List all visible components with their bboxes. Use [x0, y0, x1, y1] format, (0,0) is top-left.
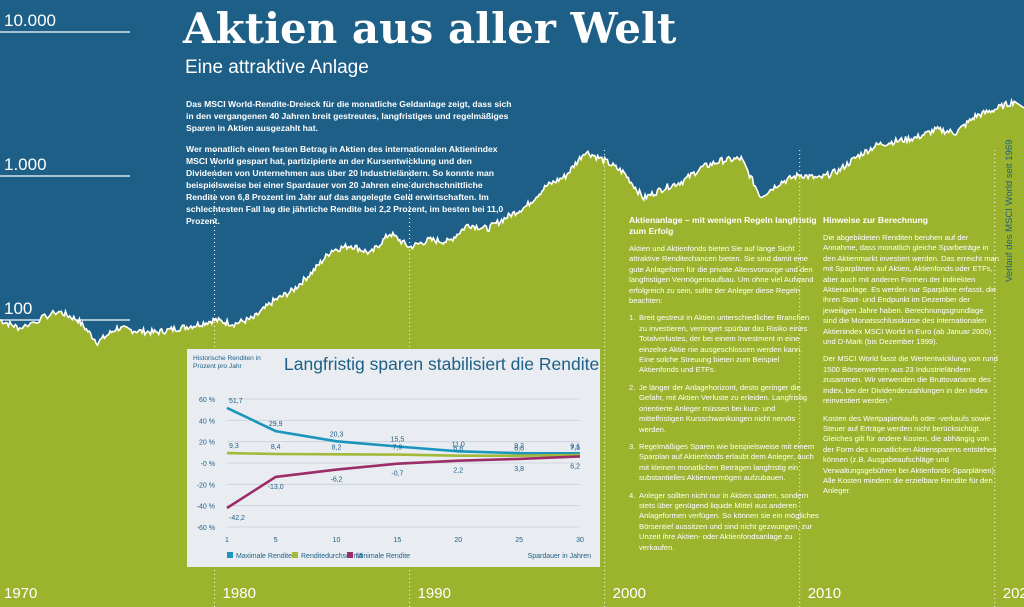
rule-text: Breit gestreut in Aktien unterschiedlich… [639, 313, 810, 375]
msci-world-line [0, 97, 1024, 347]
y-tick-label: -0 % [201, 461, 215, 468]
x-tick-label: 15 [394, 537, 402, 544]
y-tick-label: 1.000 [4, 155, 47, 174]
x-tick-label: 20 [454, 537, 462, 544]
rule-number: 4. [629, 490, 636, 500]
rules-lead: Aktien und Aktienfonds bieten Sie auf la… [629, 244, 814, 306]
y-tick-label: 10.000 [4, 11, 56, 30]
x-tick-label: 25 [515, 537, 523, 544]
y-tick-label: 60 % [199, 397, 215, 404]
calculation-notes-column: Hinweise zur Berechnung Die abgebildeten… [823, 215, 999, 504]
intro-text: Das MSCI World-Rendite-Dreieck für die m… [186, 98, 516, 236]
data-label: 9,2 [514, 443, 524, 450]
rules-heading: Aktienanlage – mit wenigen Regeln langfr… [629, 215, 817, 236]
data-label: 8,4 [271, 444, 281, 451]
intro-paragraph-1: Das MSCI World-Rendite-Dreieck für die m… [186, 99, 512, 133]
legend-label: Maximale Rendite [236, 553, 292, 560]
side-label: Verlauf des MSCI World seit 1969 [1004, 102, 1018, 282]
data-label: 15,5 [391, 436, 405, 443]
x-axis-label: Spardauer in Jahren [528, 553, 592, 560]
y-tick-label: -20 % [197, 482, 215, 489]
calculation-notes-heading: Hinweise zur Berechnung [823, 215, 929, 225]
data-label: 8,2 [332, 444, 342, 451]
legend-swatch [292, 552, 298, 558]
calculation-notes-paragraph-3: Kosten des Wertpapierkaufs oder -verkauf… [823, 413, 997, 496]
rule-text: Je länger der Anlagehorizont, desto geri… [639, 382, 807, 434]
data-label: -13,0 [268, 484, 284, 491]
x-tick-label: 2000 [612, 585, 647, 602]
page-subtitle: Eine attraktive Anlage [185, 57, 369, 78]
intro-paragraph-2: Wer monatlich einen festen Betrag in Akt… [186, 144, 504, 226]
data-label: 7,5 [570, 445, 580, 452]
legend-label: Minimale Rendite [356, 553, 410, 560]
x-tick-label: 2010 [807, 585, 842, 602]
data-label: 29,9 [269, 421, 283, 428]
rule-text: Anleger sollten nicht nur in Aktien spar… [639, 490, 819, 552]
x-tick-label: 1990 [417, 585, 451, 602]
data-label: 11,0 [452, 441, 465, 448]
rules-column: Aktienanlage – mit wenigen Regeln langfr… [629, 215, 819, 560]
data-label: 20,3 [330, 431, 344, 438]
data-label: 7,9 [393, 445, 403, 452]
data-label: 9,1 [570, 443, 580, 450]
data-label: 2,2 [453, 468, 463, 475]
data-label: 6,2 [570, 463, 580, 470]
x-tick-label: 1970 [4, 585, 38, 602]
page-title: Aktien aus aller Welt [183, 4, 677, 53]
side-label-text: Verlauf des MSCI World seit 1969 [1004, 139, 1015, 282]
x-tick-label: 1 [225, 537, 229, 544]
rule-number: 3. [629, 441, 636, 451]
legend-label: Renditedurchschnitt [301, 553, 363, 560]
rule-text: Regelmäßiges Sparen wie beispielsweise m… [639, 441, 815, 483]
return-chart: 60 %40 %20 %-0 %-20 %-40 %-60 % 1 5 10 15 20… [197, 397, 592, 560]
rule-item: 4. Anleger sollten nicht nur in Aktien sp… [629, 491, 819, 553]
series-line-2 [226, 455, 581, 510]
rule-item: 3. Regelmäßiges Sparen wie beispielsweise… [629, 442, 819, 484]
data-label: 9,3 [229, 443, 239, 450]
y-tick-label: -40 % [197, 504, 215, 511]
x-tick-label: 2020 [1002, 585, 1024, 602]
calculation-notes-paragraph-2: Der MSCI World fasst die Wertentwicklung… [823, 354, 998, 406]
return-triangle-chart-panel: 60 % 40 % 20 % -0 % -20 % -40 % -60 % 1 5 10 15 20… [187, 349, 600, 567]
data-label: 51,7 [229, 398, 243, 405]
x-tick-label: 5 [274, 537, 278, 544]
data-label: 6,8 [453, 446, 463, 453]
data-label: -42,2 [229, 515, 245, 522]
series-line-0 [226, 406, 581, 455]
legend-swatch [227, 552, 233, 558]
data-label: -6,2 [331, 477, 343, 484]
x-tick-label: 10 [333, 537, 341, 544]
series-line-1 [226, 451, 581, 457]
x-tick-label: 30 [576, 537, 584, 544]
data-label: 6,8 [514, 446, 524, 453]
return-chart-y-axis-label: Historische Renditen in Prozent pro Jahr [193, 355, 261, 370]
data-label: 3,8 [514, 466, 524, 473]
y-tick-label: -60 % [197, 525, 215, 532]
rule-number: 1. [629, 313, 636, 323]
y-tick-label: 20 % [199, 440, 215, 447]
data-label: -0,7 [391, 471, 403, 478]
rule-item: 1. Breit gestreut in Aktien unterschiedli… [629, 313, 819, 375]
legend-swatch [347, 552, 353, 558]
rule-number: 2. [629, 382, 636, 392]
y-tick-label: 100 [4, 299, 33, 318]
y-tick-label: 40 % [199, 418, 215, 425]
rule-item: 2. Je länger der Anlagehorizont, desto ge… [629, 383, 819, 435]
calculation-notes-paragraph-1: Die abgebildeten Renditen beruhen auf de… [823, 233, 999, 347]
return-chart-title: Langfristig sparen stabilisiert die Rend… [284, 354, 600, 374]
x-tick-label: 1980 [222, 585, 256, 602]
